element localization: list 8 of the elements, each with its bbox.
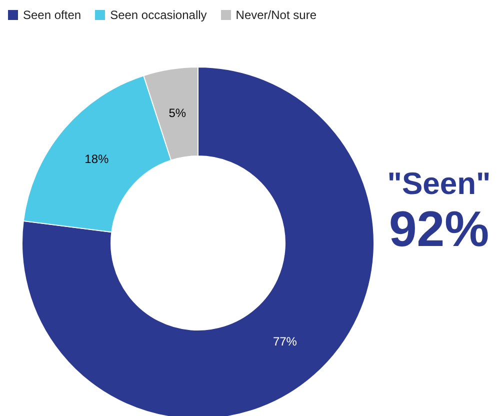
text: 92%	[388, 201, 490, 257]
legend-label: Seen often	[23, 8, 82, 22]
legend-label: Seen occasionally	[110, 8, 207, 22]
data-label: 18%	[84, 152, 110, 166]
data-label: 77%	[272, 334, 298, 349]
legend-label: Never/Not sure	[236, 8, 316, 22]
data-label: 5%	[168, 106, 186, 120]
text: "Seen"	[386, 166, 492, 202]
